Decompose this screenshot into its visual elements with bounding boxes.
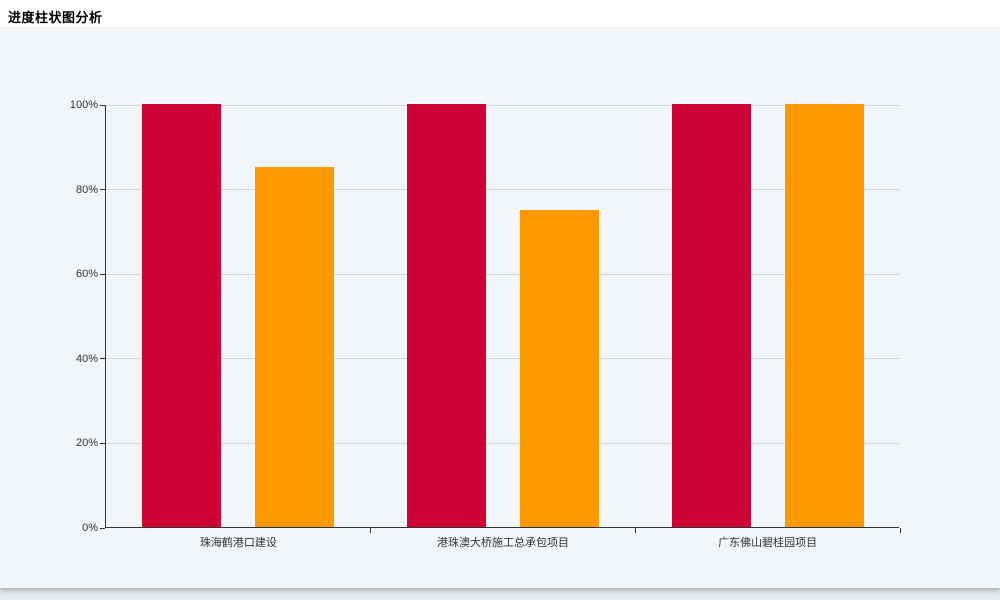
gridline-60: [106, 273, 899, 275]
y-axis-tick-60: [100, 273, 105, 275]
y-axis-tick-80: [100, 189, 105, 191]
x-axis-tick-1: [370, 528, 372, 533]
y-axis-label-100: 100%: [69, 99, 98, 111]
bar-series2-category1[interactable]: [255, 167, 335, 527]
category-label: 港珠澳大桥施工总承包项目: [437, 537, 569, 549]
bar-series1-category1[interactable]: [142, 104, 222, 527]
gridline-20: [106, 442, 899, 444]
y-axis-tick-0: [100, 527, 105, 529]
x-axis-tick-3: [899, 528, 901, 533]
y-axis-label-60: 60%: [75, 268, 98, 281]
bar-series1-category2[interactable]: [407, 104, 486, 527]
bar-series1-category3[interactable]: [671, 104, 751, 527]
category-label: 广东佛山碧桂园项目: [718, 537, 818, 549]
x-axis-tick-2: [634, 528, 636, 533]
y-axis-label-80: 80%: [75, 183, 98, 196]
y-axis-label-20: 20%: [75, 437, 98, 450]
category-label: 珠海鹤港口建设: [199, 537, 277, 549]
gridline-100: [106, 104, 899, 106]
y-axis-tick-20: [100, 442, 105, 444]
y-axis-tick-40: [100, 358, 105, 360]
gridline-80: [106, 189, 899, 191]
y-axis-tick-100: [100, 104, 105, 106]
page-header: 进度柱状图分析: [0, 0, 1000, 28]
y-axis-label-40: 40%: [75, 352, 98, 365]
bar-chart-plot-area: 100% 80% 60% 40% 20% 0% 珠海鹤港口建设 港珠澳大桥施工总承包项目 广东佛…: [70, 99, 901, 549]
bar-series2-category3[interactable]: [784, 104, 864, 527]
bar-series2-category2[interactable]: [520, 209, 599, 527]
page-title: 进度柱状图分析: [8, 10, 103, 25]
gridline-40: [106, 358, 899, 360]
y-axis-label-0: 0%: [82, 522, 98, 534]
